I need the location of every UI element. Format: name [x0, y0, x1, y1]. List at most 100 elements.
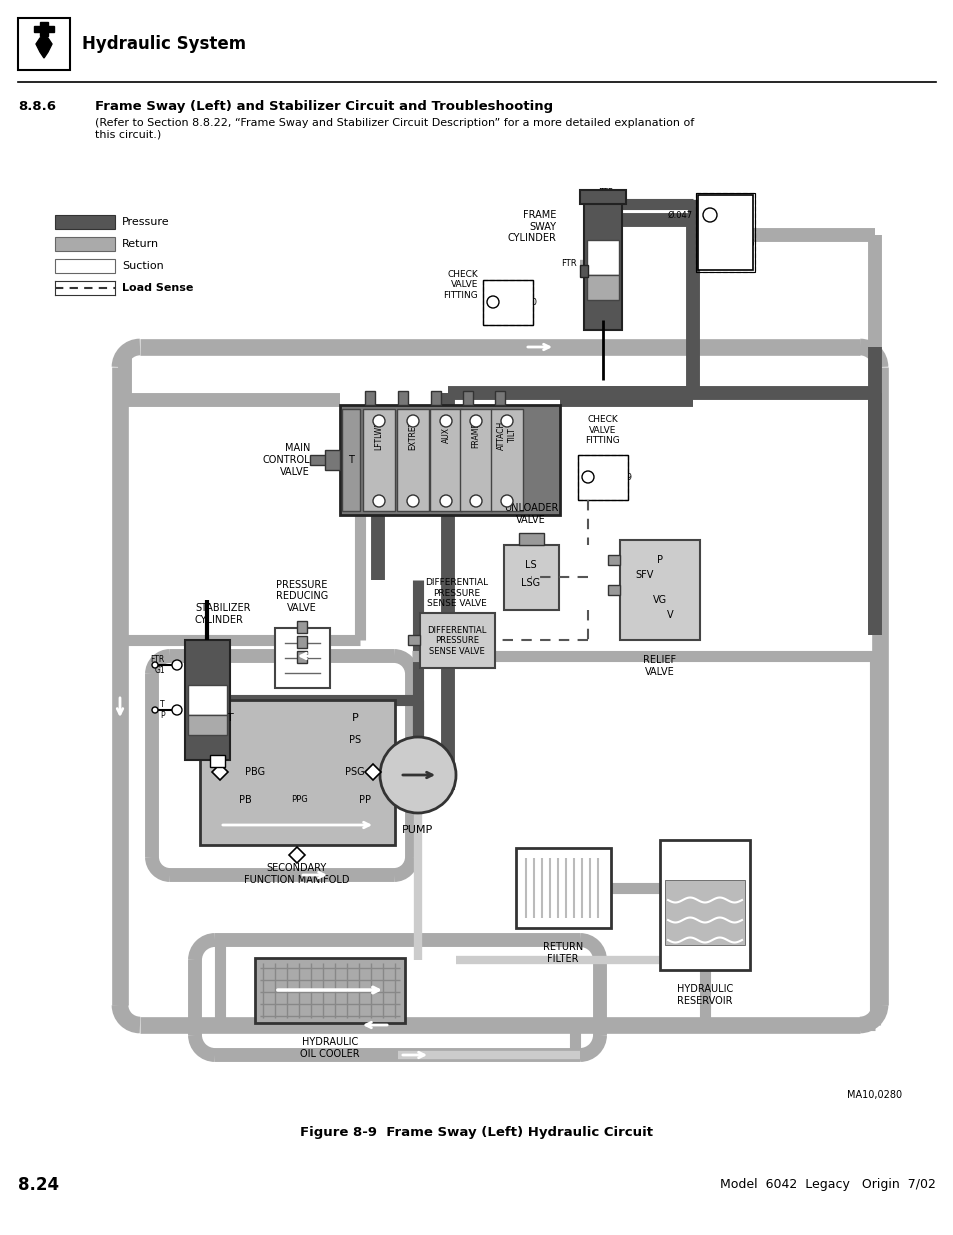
Bar [583, 200, 621, 330]
Circle shape [581, 471, 594, 483]
Text: V: V [666, 610, 673, 620]
Bar [607, 585, 619, 595]
Text: Frame Sway (Left) and Stabilizer Circuit and Troubleshooting: Frame Sway (Left) and Stabilizer Circuit… [95, 100, 553, 112]
Bar [18, 19, 70, 70]
Text: Ø.029: Ø.029 [607, 473, 633, 482]
Bar [55, 259, 115, 273]
Bar [579, 190, 625, 204]
Circle shape [407, 415, 418, 427]
Text: RELIEF
VALVE: RELIEF VALVE [642, 655, 676, 677]
Bar [619, 540, 700, 640]
Text: 8.8.6: 8.8.6 [18, 100, 56, 112]
Bar [462, 391, 473, 405]
Text: Load Sense: Load Sense [122, 283, 193, 293]
Text: Suction: Suction [122, 261, 164, 270]
Text: CHECK
VALVE
FITTING: CHECK VALVE FITTING [585, 415, 619, 445]
Text: Ø.047: Ø.047 [667, 210, 692, 220]
Text: Pressure: Pressure [122, 217, 170, 227]
Polygon shape [212, 764, 228, 781]
Text: PPG: PPG [292, 795, 308, 804]
Bar [664, 881, 744, 945]
Text: 8.24: 8.24 [18, 1176, 59, 1194]
Bar [188, 685, 227, 715]
Text: T: T [348, 454, 354, 466]
Text: (Refer to Section 8.8.22, “Frame Sway and Stabilizer Circuit Description” for a : (Refer to Section 8.8.22, “Frame Sway an… [95, 119, 694, 140]
Text: CHECK
VALVE
FITTING: CHECK VALVE FITTING [443, 270, 477, 300]
Text: SFV: SFV [635, 571, 654, 580]
Bar [365, 391, 375, 405]
Text: ATTACH
TILT: ATTACH TILT [497, 420, 517, 450]
Text: HYDRAULIC
OIL COOLER: HYDRAULIC OIL COOLER [300, 1037, 359, 1058]
Bar [579, 266, 587, 277]
Text: PRESSURE
REDUCING
VALVE: PRESSURE REDUCING VALVE [275, 579, 328, 613]
Polygon shape [289, 847, 305, 863]
Bar [341, 409, 359, 511]
Text: PUMP: PUMP [402, 825, 434, 835]
Bar [210, 755, 225, 767]
Polygon shape [365, 764, 380, 781]
Bar [274, 629, 330, 688]
Bar [495, 391, 504, 405]
Text: AUX: AUX [441, 427, 450, 443]
Circle shape [439, 415, 452, 427]
Bar [397, 391, 408, 405]
Text: T: T [227, 713, 233, 722]
Bar [516, 848, 610, 927]
Text: Model  6042  Legacy   Origin  7/02: Model 6042 Legacy Origin 7/02 [720, 1178, 935, 1192]
Text: DIFFERENTIAL
PRESSURE
SENSE VALVE: DIFFERENTIAL PRESSURE SENSE VALVE [427, 626, 486, 656]
Text: CHECK
VALVE
FITTING: CHECK VALVE FITTING [720, 219, 755, 248]
Bar [698, 195, 752, 270]
Text: HYDRAULIC
RESERVOIR: HYDRAULIC RESERVOIR [677, 984, 732, 1005]
Bar [363, 409, 395, 511]
Polygon shape [36, 36, 52, 58]
Text: UNLOADER
VALVE: UNLOADER VALVE [503, 504, 558, 525]
Circle shape [500, 415, 513, 427]
Bar [491, 409, 522, 511]
Text: FRAME: FRAME [471, 422, 480, 448]
Text: P: P [352, 713, 358, 722]
Text: LFTLWR: LFTLWR [375, 420, 383, 450]
Circle shape [373, 415, 385, 427]
Text: PBG: PBG [245, 767, 265, 777]
Bar [55, 282, 115, 295]
Text: STABILIZER
CYLINDER: STABILIZER CYLINDER [194, 604, 251, 625]
Text: T
P: T P [160, 700, 165, 720]
Bar [419, 613, 495, 668]
Bar [578, 454, 627, 500]
Text: VG: VG [652, 595, 666, 605]
Bar [396, 409, 429, 511]
Bar [325, 450, 339, 471]
Bar [459, 409, 492, 511]
Bar [296, 621, 307, 634]
Bar [586, 275, 618, 300]
Bar [34, 26, 54, 32]
Text: Ø.040: Ø.040 [513, 298, 537, 306]
Bar [339, 405, 559, 515]
Circle shape [500, 495, 513, 508]
Text: LSG: LSG [521, 578, 540, 588]
Text: RETURN
FILTER: RETURN FILTER [542, 942, 582, 963]
Text: PP: PP [358, 795, 371, 805]
Circle shape [172, 705, 182, 715]
Circle shape [439, 495, 452, 508]
Text: SECONDARY
FUNCTION MANIFOLD: SECONDARY FUNCTION MANIFOLD [244, 863, 350, 884]
Text: PS: PS [349, 735, 360, 745]
Bar [200, 700, 395, 845]
Bar [518, 534, 543, 545]
Text: FTR
G1: FTR G1 [151, 656, 165, 674]
Bar [659, 840, 749, 969]
Bar [430, 409, 461, 511]
Text: FTB: FTB [598, 188, 613, 196]
Bar [55, 237, 115, 251]
Bar [586, 240, 618, 275]
Circle shape [379, 737, 456, 813]
Circle shape [486, 296, 498, 308]
Text: FRAME
SWAY
CYLINDER: FRAME SWAY CYLINDER [507, 210, 556, 243]
Circle shape [152, 662, 158, 668]
Bar [482, 280, 533, 325]
Text: PSG: PSG [345, 767, 364, 777]
Bar [40, 22, 48, 36]
Bar [296, 636, 307, 648]
Text: Hydraulic System: Hydraulic System [82, 35, 246, 53]
Text: PB: PB [238, 795, 251, 805]
